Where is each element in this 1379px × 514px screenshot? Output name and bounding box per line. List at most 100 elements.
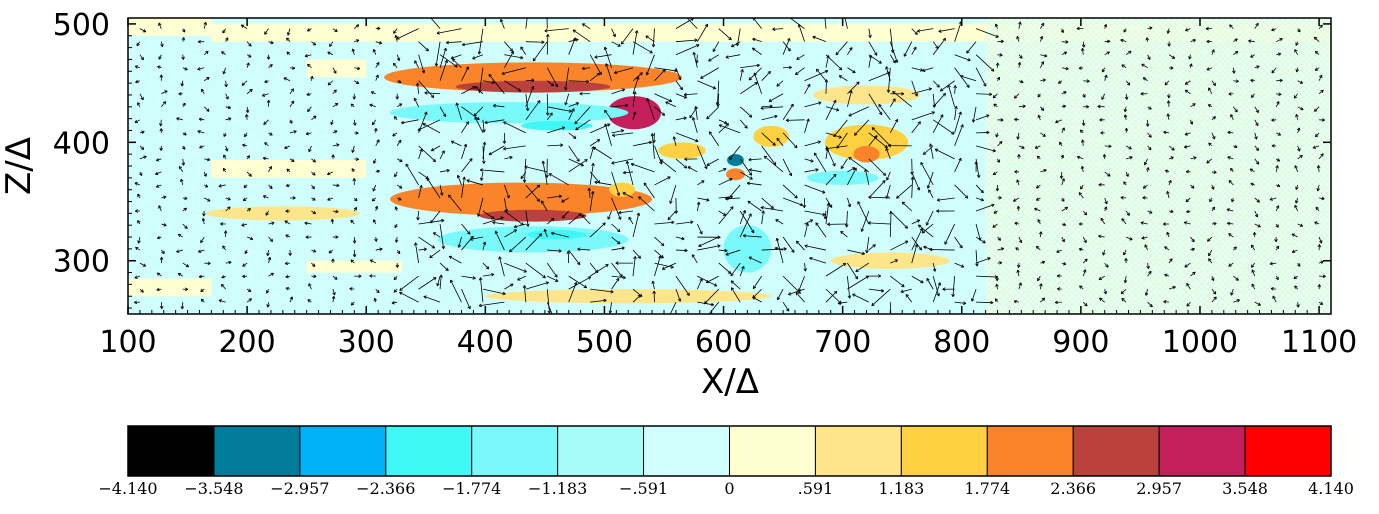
colorbar-swatch	[127, 425, 215, 477]
velocity-vector	[594, 54, 612, 59]
velocity-vector	[1081, 41, 1086, 48]
velocity-vector	[739, 106, 753, 118]
velocity-vector	[696, 278, 703, 290]
velocity-vector	[848, 156, 870, 173]
velocity-vector	[504, 155, 513, 160]
velocity-vector	[180, 302, 185, 310]
velocity-vector	[1168, 66, 1174, 70]
velocity-vector	[200, 298, 205, 303]
velocity-vector	[568, 159, 588, 173]
velocity-vector	[225, 93, 229, 100]
velocity-vector	[686, 18, 698, 29]
velocity-vector	[691, 254, 698, 264]
velocity-vector	[547, 126, 566, 134]
velocity-vector	[1125, 50, 1132, 56]
velocity-vector	[330, 119, 334, 126]
velocity-vector	[993, 210, 998, 214]
velocity-vector	[461, 288, 471, 310]
velocity-vector	[925, 210, 934, 226]
velocity-vector	[439, 106, 447, 118]
velocity-vector	[1145, 119, 1150, 127]
velocity-vector	[137, 193, 141, 199]
velocity-vector	[1168, 156, 1174, 160]
velocity-vector	[1163, 130, 1170, 135]
velocity-vector	[311, 158, 316, 163]
velocity-vector	[568, 102, 579, 108]
velocity-vector	[611, 236, 621, 245]
velocity-vector	[911, 236, 922, 251]
velocity-vector	[587, 187, 592, 199]
velocity-vector	[264, 79, 269, 84]
velocity-vector	[823, 210, 828, 220]
velocity-vector	[328, 249, 334, 254]
velocity-vector	[997, 39, 1004, 44]
velocity-vector	[1014, 221, 1020, 226]
velocity-vector	[285, 234, 291, 238]
velocity-vector	[1141, 236, 1148, 240]
velocity-vector	[418, 277, 437, 290]
velocity-vector	[479, 168, 505, 173]
velocity-vector	[1316, 184, 1320, 192]
velocity-vector	[1227, 130, 1234, 135]
velocity-vector	[654, 220, 675, 225]
velocity-vector	[393, 116, 398, 121]
velocity-vector	[161, 249, 165, 254]
velocity-vector	[1184, 132, 1191, 136]
velocity-vector	[461, 275, 476, 280]
velocity-vector	[1081, 139, 1085, 146]
velocity-vector	[1250, 244, 1256, 251]
velocity-vector	[1018, 104, 1026, 109]
velocity-vector	[1061, 261, 1067, 266]
velocity-vector	[1269, 197, 1277, 201]
velocity-vector	[306, 92, 312, 97]
velocity-vector	[1233, 50, 1239, 56]
velocity-vector	[161, 90, 168, 95]
velocity-vector	[417, 119, 441, 131]
velocity-vector	[289, 196, 296, 200]
velocity-vector	[203, 106, 210, 112]
y-axis: 300 400 500	[53, 8, 1331, 309]
velocity-vector	[797, 275, 805, 292]
velocity-vector	[889, 28, 895, 53]
velocity-vector	[1185, 197, 1191, 203]
colorbar-swatch	[213, 425, 301, 477]
velocity-vector	[478, 277, 484, 303]
velocity-vector	[547, 80, 555, 87]
velocity-vector	[445, 40, 462, 45]
velocity-vector	[730, 262, 741, 277]
velocity-vector	[775, 237, 784, 264]
velocity-vector	[1183, 221, 1191, 225]
velocity-vector	[1016, 263, 1021, 268]
velocity-vector	[910, 158, 914, 175]
velocity-vector	[182, 28, 186, 33]
velocity-vector	[836, 132, 848, 149]
velocity-vector	[1211, 296, 1217, 303]
velocity-vector	[177, 272, 183, 277]
velocity-vector	[181, 158, 186, 166]
velocity-vector	[718, 177, 733, 186]
velocity-vector	[922, 67, 934, 72]
velocity-vector	[932, 93, 946, 108]
velocity-vector	[932, 119, 955, 135]
velocity-vector	[813, 152, 827, 173]
velocity-vector	[667, 210, 677, 221]
velocity-vector	[289, 296, 293, 303]
velocity-vector	[730, 287, 741, 303]
velocity-vector	[689, 106, 698, 119]
velocity-vector	[868, 180, 886, 199]
velocity-vector	[157, 65, 162, 69]
velocity-vector	[706, 158, 719, 166]
velocity-vector	[439, 184, 444, 196]
velocity-vector	[1018, 54, 1023, 59]
velocity-vector	[572, 29, 591, 43]
colorbar-swatch	[1072, 425, 1160, 477]
velocity-vector	[1275, 165, 1279, 173]
velocity-vector	[890, 92, 905, 96]
velocity-vector	[911, 121, 921, 134]
colorbar-label: 0	[724, 479, 734, 498]
velocity-vector	[782, 197, 804, 207]
velocity-vector	[268, 40, 274, 45]
velocity-vector	[932, 262, 937, 272]
velocity-vector	[871, 288, 891, 307]
velocity-vector	[1147, 26, 1153, 30]
